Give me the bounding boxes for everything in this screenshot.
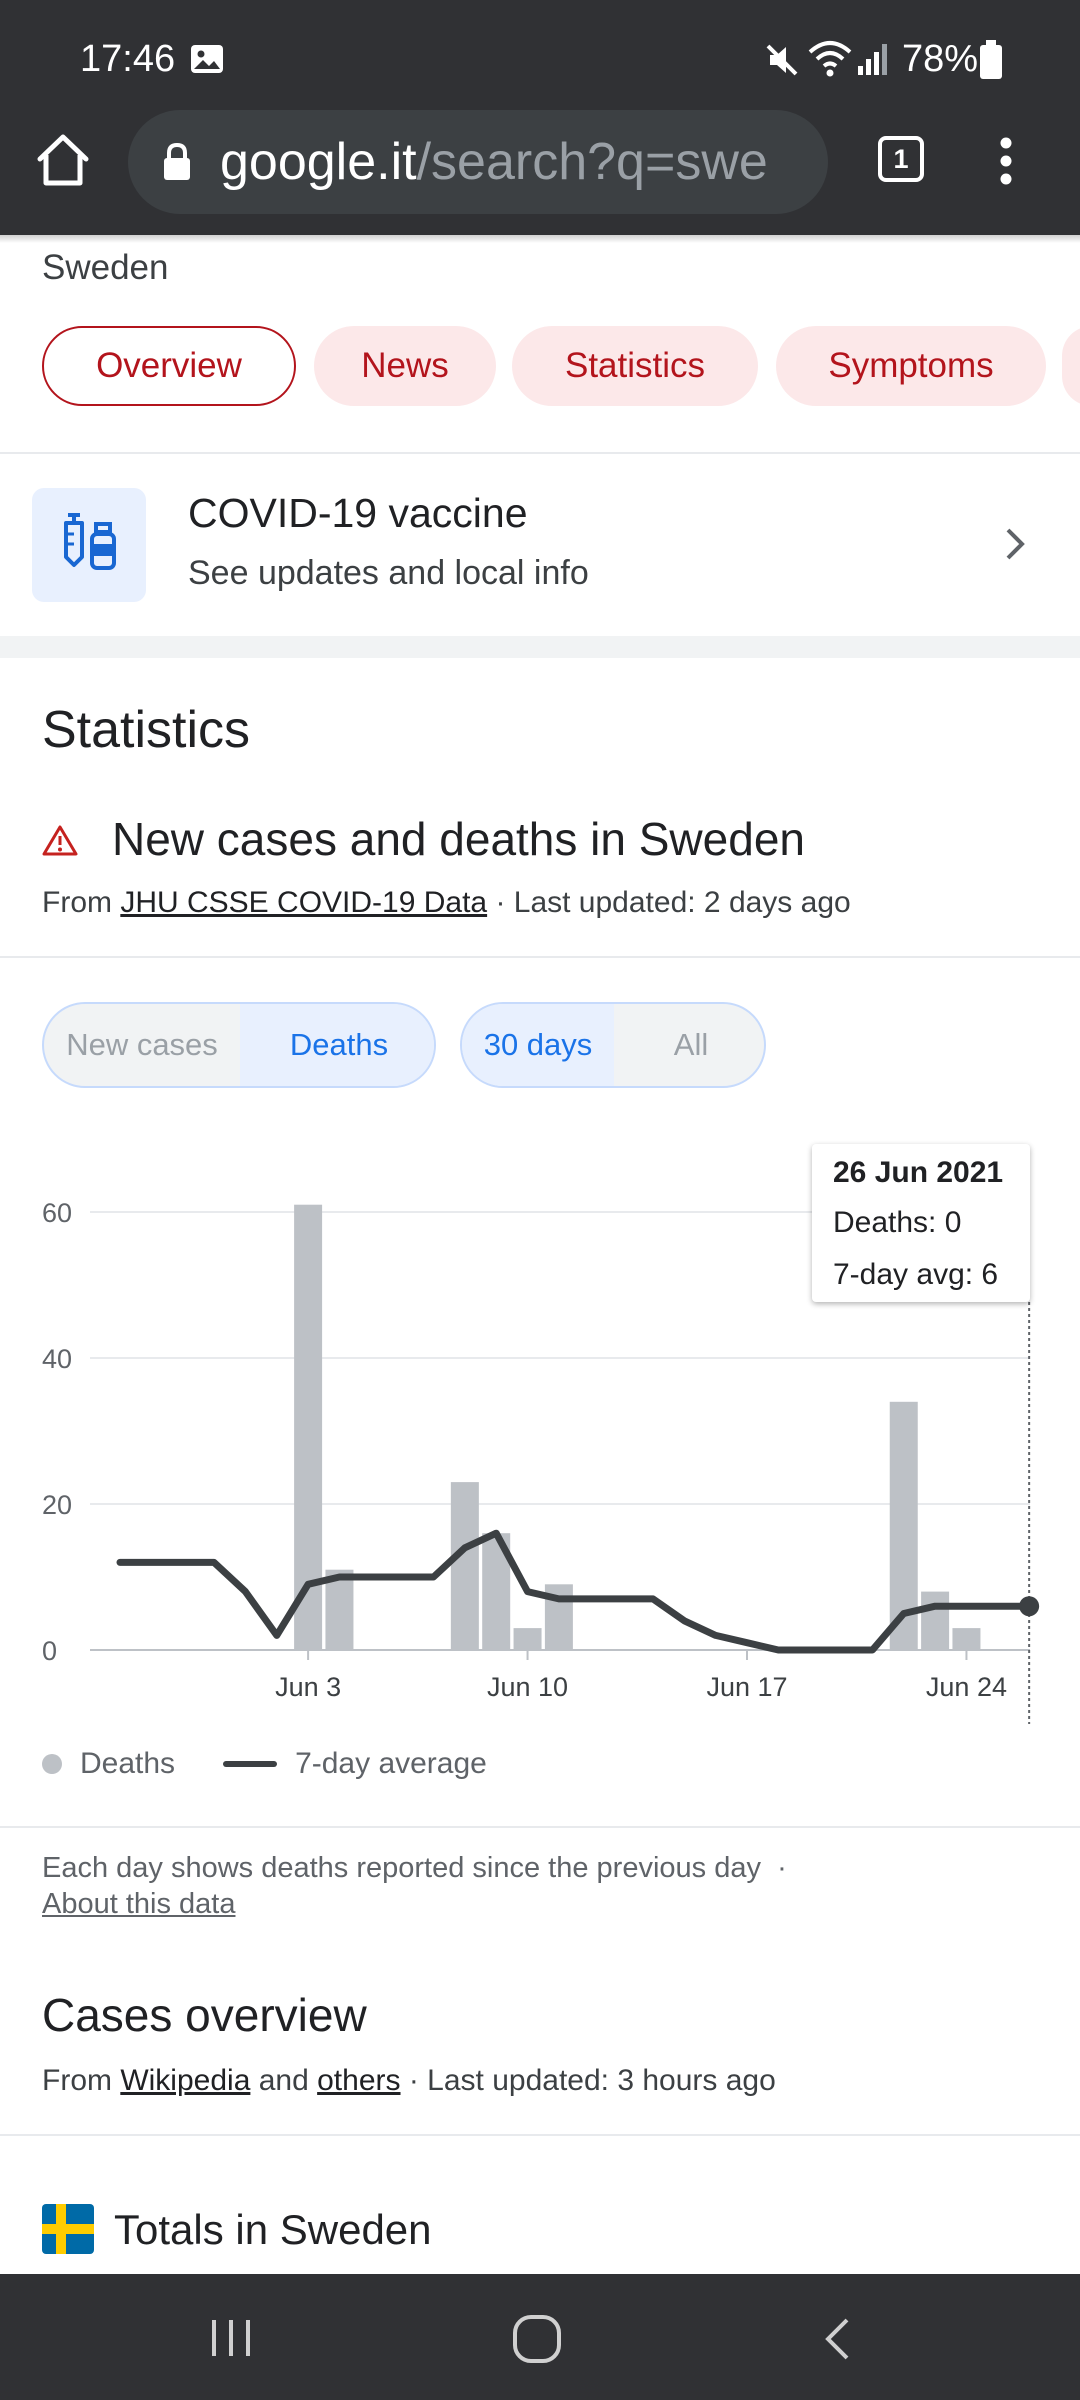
x-tick-label: Jun 10: [487, 1672, 568, 1702]
y-tick-label: 40: [42, 1344, 72, 1374]
y-tick-label: 0: [42, 1636, 57, 1666]
chip-news[interactable]: News: [314, 326, 496, 406]
deaths-bar: [294, 1204, 323, 1650]
toggle-new-cases-label: New cases: [66, 1027, 218, 1062]
chart-legend: Deaths 7-day average: [42, 1744, 487, 1784]
section-separator: [0, 636, 1080, 658]
vaccine-card-subtitle: See updates and local info: [188, 554, 589, 592]
chip-overview[interactable]: Overview: [42, 326, 296, 406]
divider: [0, 956, 1080, 958]
chip-more-partial[interactable]: [1062, 326, 1080, 406]
chip-symptoms[interactable]: Symptoms: [776, 326, 1046, 406]
totals-title: Totals in Sweden: [114, 2206, 432, 2253]
deaths-bar: [952, 1628, 981, 1650]
metric-toggle: New cases Deaths: [42, 1002, 436, 1088]
wifi-icon: [808, 41, 852, 77]
deaths-bar: [450, 1482, 479, 1650]
highlight-point: [1019, 1596, 1040, 1617]
lock-icon: [164, 142, 190, 180]
tab-switcher-button[interactable]: 1: [878, 136, 924, 182]
overview-from: From: [42, 2064, 121, 2097]
url-host: google.it: [220, 133, 417, 191]
range-toggle: 30 days All: [460, 1002, 766, 1088]
warning-icon: [42, 825, 78, 856]
divider: [0, 452, 1080, 454]
chevron-right-icon: [1006, 528, 1025, 560]
cases-overview-heading: Cases overview: [42, 1989, 367, 2041]
footnote-text: Each day shows deaths reported since the…: [42, 1852, 761, 1884]
gallery-notification-icon: [191, 45, 223, 73]
source-link[interactable]: JHU CSSE COVID-19 Data: [120, 886, 488, 919]
recent-apps-icon[interactable]: [208, 2316, 254, 2360]
toggle-deaths[interactable]: Deaths: [240, 1004, 434, 1086]
system-navigation-bar: [0, 2274, 1080, 2400]
browser-chrome: 17:46 78% google.it/search?q=swe: [0, 0, 1080, 235]
y-tick-label: 60: [42, 1198, 72, 1228]
chart-tooltip: 26 Jun 2021 Deaths: 0 7-day avg: 6: [812, 1144, 1030, 1302]
sweden-flag-icon: [42, 2204, 94, 2254]
battery-percent: 78%: [902, 38, 979, 80]
chip-symptoms-label: Symptoms: [828, 346, 994, 385]
home-nav-icon[interactable]: [512, 2314, 562, 2364]
chip-news-label: News: [361, 346, 449, 385]
footnote-separator: ·: [777, 1852, 787, 1884]
toggle-all[interactable]: All: [614, 1004, 764, 1086]
signal-icon: [858, 44, 887, 75]
tab-count: 1: [893, 143, 909, 174]
about-data-link[interactable]: About this data: [42, 1888, 236, 1920]
toggle-deaths-label: Deaths: [289, 1027, 389, 1062]
mute-icon: [766, 44, 798, 76]
status-time: 17:46: [80, 38, 176, 80]
divider: [0, 2134, 1080, 2136]
tooltip-avg: 7-day avg: 6: [833, 1258, 999, 1291]
x-tick-label: Jun 17: [706, 1672, 787, 1702]
overview-and: and: [250, 2064, 318, 2097]
chart-footnote: Each day shows deaths reported since the…: [42, 1852, 787, 1885]
stats-source-line: From JHU CSSE COVID-19 Data · Last updat…: [42, 886, 851, 920]
stats-subheading: New cases and deaths in Sweden: [112, 813, 805, 865]
address-bar[interactable]: google.it/search?q=swe: [128, 110, 828, 214]
divider: [0, 1826, 1080, 1828]
country-label: Sweden: [42, 248, 169, 287]
toggle-30-days[interactable]: 30 days: [462, 1004, 614, 1086]
toolbar-shadow: [0, 235, 1080, 243]
deaths-bar: [325, 1569, 354, 1650]
chip-statistics[interactable]: Statistics: [512, 326, 758, 406]
source-suffix: · Last updated: 2 days ago: [487, 886, 851, 919]
vaccine-card-title: COVID-19 vaccine: [188, 490, 528, 536]
legend-line-swatch: [223, 1761, 278, 1767]
vaccine-icon: [32, 488, 146, 602]
chip-overview-label: Overview: [96, 346, 242, 385]
source-prefix: From: [42, 886, 121, 919]
legend-deaths-label: Deaths: [80, 1747, 176, 1780]
toggle-30-days-label: 30 days: [483, 1027, 593, 1062]
legend-bar-swatch: [42, 1754, 62, 1774]
more-menu-icon[interactable]: [996, 136, 1016, 186]
wikipedia-link[interactable]: Wikipedia: [120, 2064, 251, 2097]
y-tick-label: 20: [42, 1490, 72, 1520]
deaths-bar: [513, 1628, 542, 1650]
tooltip-date: 26 Jun 2021: [833, 1156, 1004, 1189]
chip-statistics-label: Statistics: [564, 346, 706, 385]
toggle-new-cases[interactable]: New cases: [44, 1004, 240, 1086]
average-line: [116, 1529, 1033, 1654]
home-icon[interactable]: [34, 131, 92, 189]
url-text: google.it/search?q=swe: [220, 132, 810, 192]
tooltip-deaths: Deaths: 0: [833, 1206, 962, 1239]
url-path: /search?q=swe: [416, 133, 768, 191]
statistics-heading: Statistics: [42, 701, 251, 759]
legend-average-label: 7-day average: [295, 1747, 487, 1780]
x-tick-label: Jun 24: [926, 1672, 1007, 1702]
cases-overview-source: From Wikipedia and others · Last updated…: [42, 2064, 776, 2098]
others-link[interactable]: others: [317, 2064, 401, 2097]
overview-suffix: · Last updated: 3 hours ago: [400, 2064, 776, 2097]
x-tick-label: Jun 3: [275, 1672, 341, 1702]
battery-icon: [980, 40, 1002, 79]
deaths-bar: [921, 1591, 950, 1650]
toggle-all-label: All: [673, 1027, 709, 1062]
back-nav-icon[interactable]: [822, 2316, 852, 2362]
vaccine-card[interactable]: COVID-19 vaccine See updates and local i…: [0, 454, 1080, 634]
